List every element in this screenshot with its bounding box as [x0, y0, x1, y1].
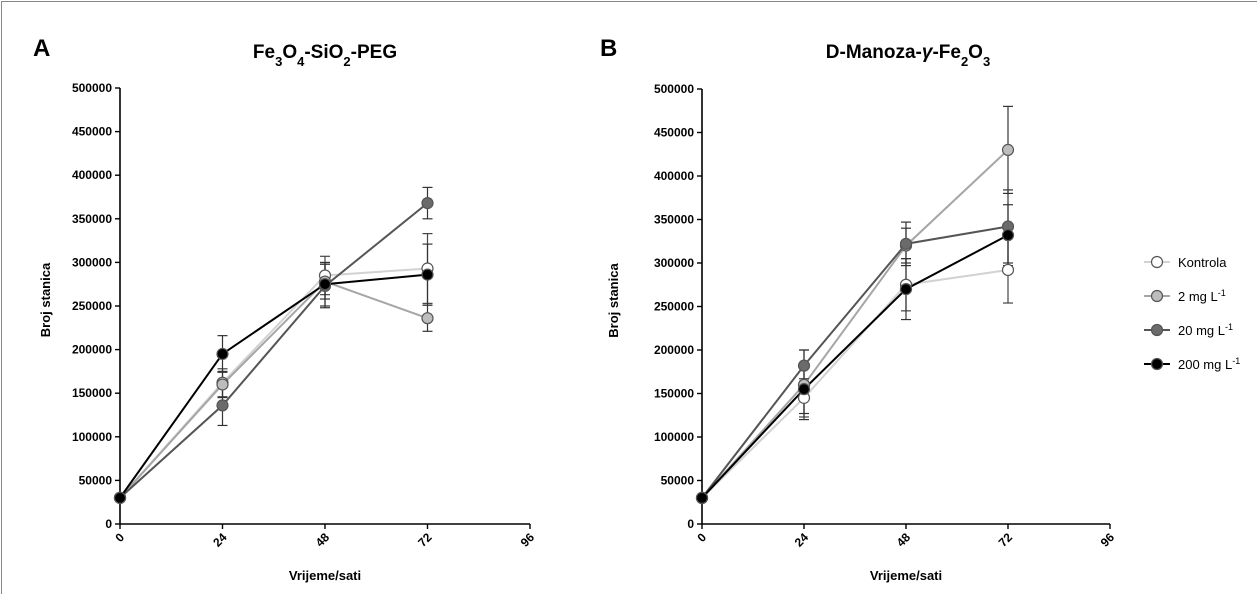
data-point-2-mg-l-1: [216, 378, 229, 391]
data-point-20-mg-l-1: [421, 197, 434, 210]
data-point-kontrola: [1001, 263, 1015, 277]
y-tick-label: 300000: [72, 255, 112, 269]
chart-panel-b: B D-Manoza-γ-Fe2O3 0 50000 100000 150000 20000…: [600, 35, 1117, 583]
series-line: [701, 149, 1009, 499]
data-point-200-mg-l-1: [695, 491, 709, 504]
legend-marker: [1150, 357, 1164, 371]
series-line: [119, 202, 429, 499]
series-line: [701, 268, 1009, 499]
data-point-2-mg-l-1: [1001, 143, 1015, 156]
legend-marker: [1150, 255, 1164, 269]
legend-item-label: 200 mg L-1: [1178, 356, 1240, 372]
y-tick-label: 150000: [654, 387, 694, 401]
y-tick-label: 350000: [654, 213, 694, 227]
legend: Kontrola 2 mg L-1 20 mg L-1 200 mg L-1: [1144, 255, 1240, 372]
y-tick-label: 350000: [72, 212, 112, 226]
y-tick-label: 200000: [72, 343, 112, 357]
chart-title: D-Manoza-γ-Fe2O3: [826, 42, 990, 69]
y-tick-label: 300000: [654, 256, 694, 270]
y-tick-label: 50000: [661, 474, 695, 488]
y-axis-label: Broj stanica: [38, 262, 53, 337]
data-point-200-mg-l-1: [421, 268, 434, 281]
data-point-200-mg-l-1: [318, 278, 332, 291]
y-tick-label: 150000: [72, 386, 112, 400]
data-point-2-mg-l-1: [421, 312, 434, 325]
series-line: [119, 273, 428, 499]
y-tick-label: 250000: [72, 299, 112, 313]
y-tick-label: 450000: [654, 126, 694, 140]
x-axis-label: Vrijeme/sati: [870, 568, 942, 583]
chart-title: Fe3O4-SiO2-PEG: [253, 42, 397, 69]
y-tick-label: 100000: [654, 430, 694, 444]
legend-marker: [1150, 323, 1164, 337]
series-line: [701, 234, 1009, 499]
y-tick-label: 500000: [72, 81, 112, 95]
y-tick-label: 0: [105, 517, 112, 531]
panel-letter: A: [33, 35, 50, 62]
data-point-200-mg-l-1: [216, 347, 229, 361]
y-tick-label: 50000: [79, 473, 113, 487]
data-point-200-mg-l-1: [1001, 229, 1015, 242]
y-tick-label: 500000: [654, 82, 694, 96]
legend-item-label: 20 mg L-1: [1178, 322, 1233, 338]
legend-item-label: Kontrola: [1178, 255, 1227, 270]
data-point-20-mg-l-1: [899, 237, 913, 250]
y-axis-label: Broj stanica: [606, 263, 621, 338]
data-point-20-mg-l-1: [797, 359, 811, 372]
series-line: [701, 225, 1009, 499]
series-line: [119, 280, 428, 499]
y-tick-label: 200000: [654, 343, 694, 357]
y-tick-label: 250000: [654, 300, 694, 314]
y-tick-label: 100000: [72, 430, 112, 444]
data-point-200-mg-l-1: [797, 383, 811, 396]
panel-letter: B: [600, 35, 617, 62]
y-tick-label: 400000: [72, 168, 112, 182]
data-point-200-mg-l-1: [113, 491, 127, 504]
legend-item-label: 2 mg L-1: [1178, 288, 1226, 304]
legend-marker: [1150, 289, 1164, 303]
data-point-200-mg-l-1: [899, 283, 913, 296]
x-axis-label: Vrijeme/sati: [289, 568, 361, 583]
y-tick-label: 0: [687, 517, 694, 531]
y-tick-label: 400000: [654, 169, 694, 183]
chart-panel-a: A Fe3O4-SiO2-PEG 0 50000 100000 150000 200000 2…: [33, 35, 537, 583]
data-point-20-mg-l-1: [216, 399, 229, 412]
y-tick-label: 450000: [72, 125, 112, 139]
